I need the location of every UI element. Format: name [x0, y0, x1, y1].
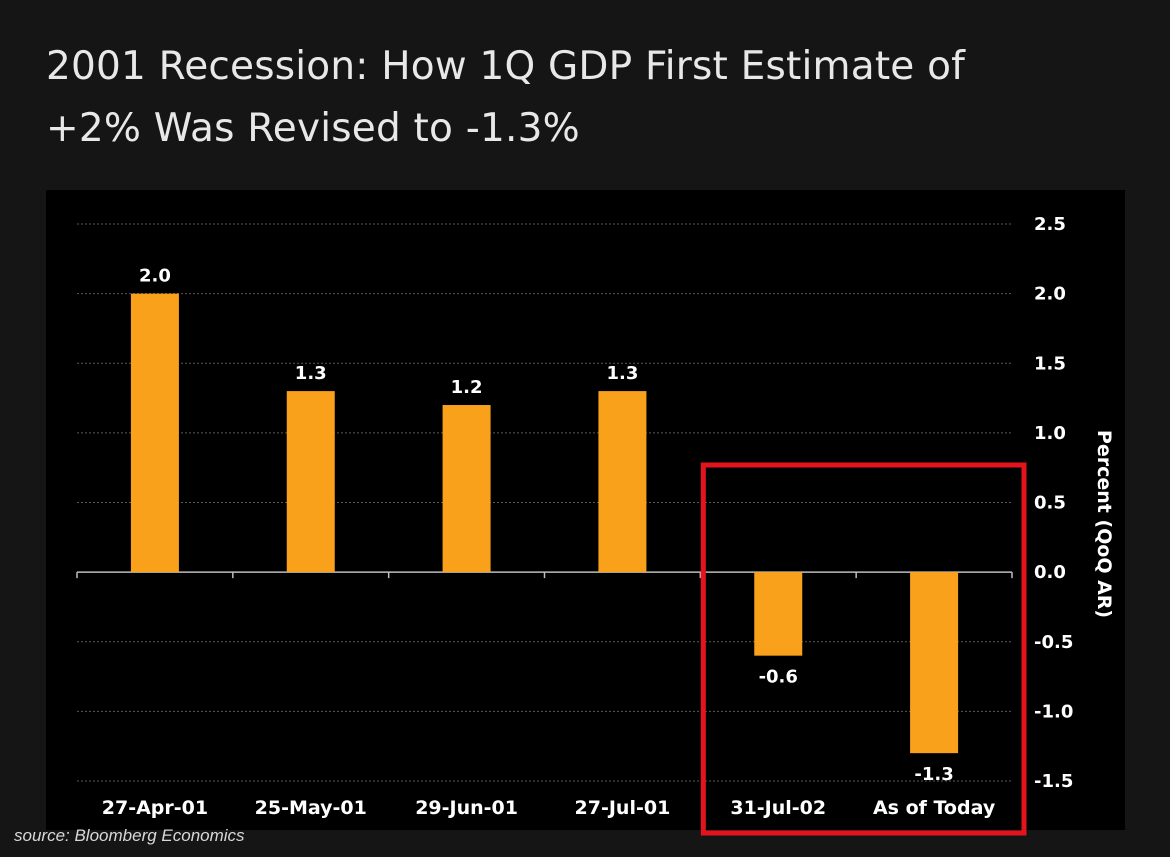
data-label: -1.3 — [914, 764, 953, 785]
data-label: 1.3 — [295, 363, 327, 384]
chart-title-line-1: 2001 Recession: How 1Q GDP First Estimat… — [46, 44, 966, 89]
x-tick-label: 31-Jul-02 — [730, 797, 826, 819]
x-tick-label: 25-May-01 — [255, 797, 367, 819]
plot-area — [46, 190, 1125, 830]
x-tick-label: 29-Jun-01 — [415, 797, 518, 819]
bar — [754, 572, 803, 656]
x-tick-label: As of Today — [873, 797, 996, 819]
highlight-box — [700, 462, 1027, 836]
bar — [910, 572, 959, 754]
x-tick-label: 27-Jul-01 — [575, 797, 671, 819]
y-tick-label: 0.5 — [1034, 493, 1066, 514]
source-note: source: Bloomberg Economics — [14, 826, 245, 845]
bar — [130, 293, 179, 573]
chart-title: 2001 Recession: How 1Q GDP First Estimat… — [46, 36, 1146, 160]
y-tick-label: 1.5 — [1034, 353, 1066, 374]
y-tick-label: 2.0 — [1034, 284, 1066, 305]
y-tick-label: -1.5 — [1034, 771, 1073, 792]
y-tick-label: -0.5 — [1034, 632, 1073, 653]
data-label: 1.3 — [606, 363, 638, 384]
y-axis-label: Percent (QoQ AR) — [1093, 430, 1115, 618]
data-label: -0.6 — [759, 667, 798, 688]
y-tick-label: -1.0 — [1034, 701, 1073, 722]
y-tick-label: 0.0 — [1034, 562, 1066, 583]
y-tick-label: 1.0 — [1034, 423, 1066, 444]
bar — [598, 391, 647, 573]
bar — [442, 405, 491, 573]
y-tick-label: 2.5 — [1034, 214, 1066, 235]
data-label: 2.0 — [139, 266, 171, 287]
chart-title-line-2: +2% Was Revised to -1.3% — [46, 106, 580, 151]
x-tick-label: 27-Apr-01 — [102, 797, 208, 819]
bar — [286, 391, 335, 573]
data-label: 1.2 — [451, 377, 483, 398]
